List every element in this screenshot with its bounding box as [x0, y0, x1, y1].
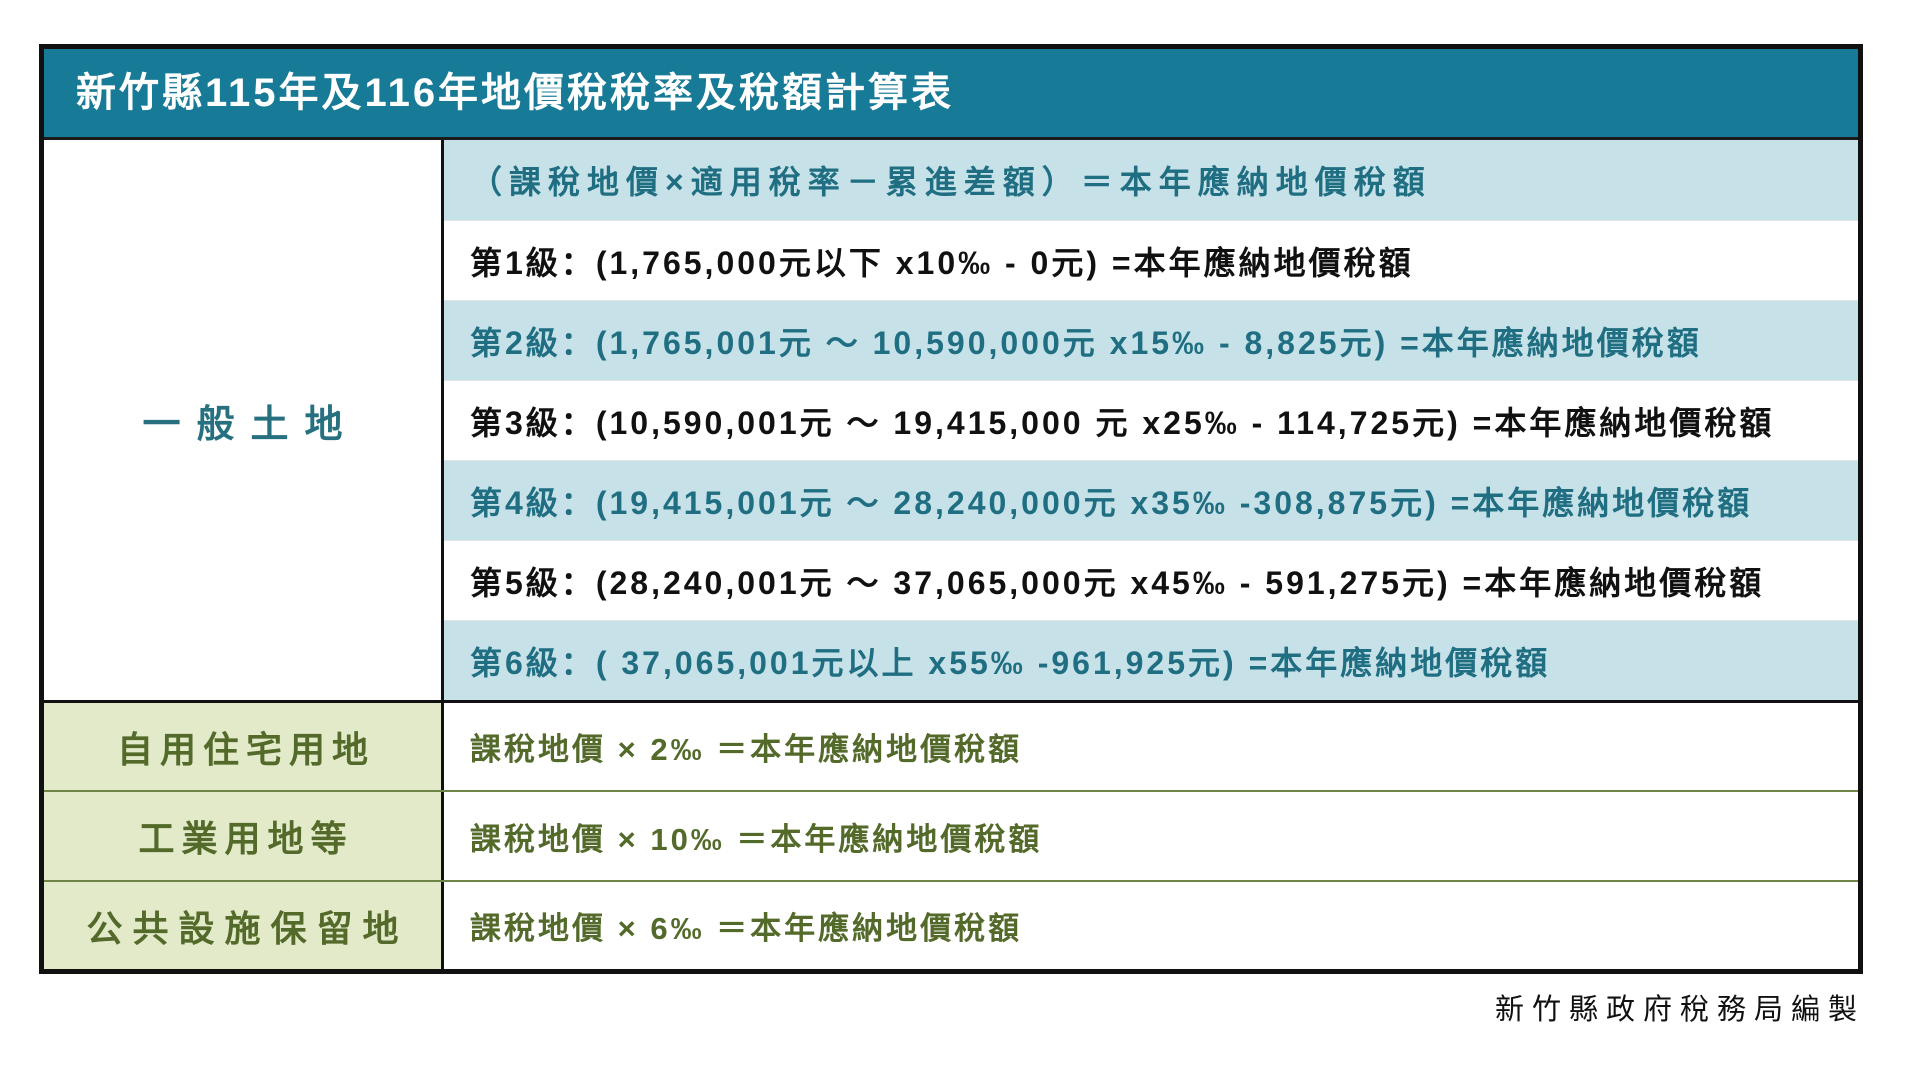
bracket-formula: ( 37,065,001元以上 x55‰ -961,925元) =本年應納地價稅…	[595, 644, 1551, 681]
special-row-industrial: 工業用地等 課稅地價 × 10‰ ＝本年應納地價稅額	[44, 790, 1858, 880]
general-formula-text: （課稅地價×適用稅率－累進差額）＝本年應納地價稅額	[470, 164, 1432, 200]
bracket-row-3: 第3級： (10,590,001元 ～ 19,415,000 元 x25‰ - …	[444, 380, 1858, 460]
bracket-grade: 第6級：	[470, 644, 596, 681]
bracket-formula: (10,590,001元 ～ 19,415,000 元 x25‰ - 114,7…	[595, 404, 1775, 441]
bracket-formula: (19,415,001元 ～ 28,240,000元 x35‰ -308,875…	[595, 484, 1753, 521]
special-label: 公共設施保留地	[44, 882, 444, 969]
table-title: 新竹縣115年及116年地價稅稅率及稅額計算表	[44, 49, 1858, 140]
special-row-owner-occupied: 自用住宅用地 課稅地價 × 2‰ ＝本年應納地價稅額	[44, 703, 1858, 790]
tax-rate-table: 新竹縣115年及116年地價稅稅率及稅額計算表 一般土地 （課稅地價×適用稅率－…	[39, 44, 1863, 974]
bracket-row-4: 第4級： (19,415,001元 ～ 28,240,000元 x35‰ -30…	[444, 460, 1858, 540]
general-land-label: 一般土地	[44, 140, 444, 700]
special-land-section: 自用住宅用地 課稅地價 × 2‰ ＝本年應納地價稅額 工業用地等 課稅地價 × …	[44, 700, 1858, 969]
special-label: 工業用地等	[44, 792, 444, 880]
bracket-formula: (28,240,001元 ～ 37,065,000元 x45‰ - 591,27…	[595, 564, 1765, 601]
special-formula: 課稅地價 × 6‰ ＝本年應納地價稅額	[444, 882, 1858, 969]
special-row-public-facility-reserved: 公共設施保留地 課稅地價 × 6‰ ＝本年應納地價稅額	[44, 880, 1858, 969]
bracket-row-2: 第2級： (1,765,001元 ～ 10,590,000元 x15‰ - 8,…	[444, 300, 1858, 380]
general-formula-row: （課稅地價×適用稅率－累進差額）＝本年應納地價稅額	[444, 140, 1858, 220]
general-land-section: 一般土地 （課稅地價×適用稅率－累進差額）＝本年應納地價稅額 第1級： (1,7…	[44, 140, 1858, 700]
bracket-formula: (1,765,001元 ～ 10,590,000元 x15‰ - 8,825元)…	[595, 324, 1702, 361]
special-label: 自用住宅用地	[44, 703, 444, 790]
bracket-formula: (1,765,000元以下 x10‰ - 0元) =本年應納地價稅額	[595, 244, 1414, 281]
special-formula: 課稅地價 × 2‰ ＝本年應納地價稅額	[444, 703, 1858, 790]
general-land-rows: （課稅地價×適用稅率－累進差額）＝本年應納地價稅額 第1級： (1,765,00…	[444, 140, 1858, 700]
bracket-row-1: 第1級： (1,765,000元以下 x10‰ - 0元) =本年應納地價稅額	[444, 220, 1858, 300]
bracket-grade: 第4級：	[470, 484, 596, 521]
bracket-grade: 第1級：	[470, 244, 596, 281]
bracket-row-5: 第5級： (28,240,001元 ～ 37,065,000元 x45‰ - 5…	[444, 540, 1858, 620]
bracket-grade: 第2級：	[470, 324, 596, 361]
bracket-row-6: 第6級： ( 37,065,001元以上 x55‰ -961,925元) =本年…	[444, 620, 1858, 700]
special-formula: 課稅地價 × 10‰ ＝本年應納地價稅額	[444, 792, 1858, 880]
footer-credit: 新竹縣政府稅務局編製	[1494, 994, 1865, 1026]
bracket-grade: 第5級：	[470, 564, 596, 601]
bracket-grade: 第3級：	[470, 404, 596, 441]
